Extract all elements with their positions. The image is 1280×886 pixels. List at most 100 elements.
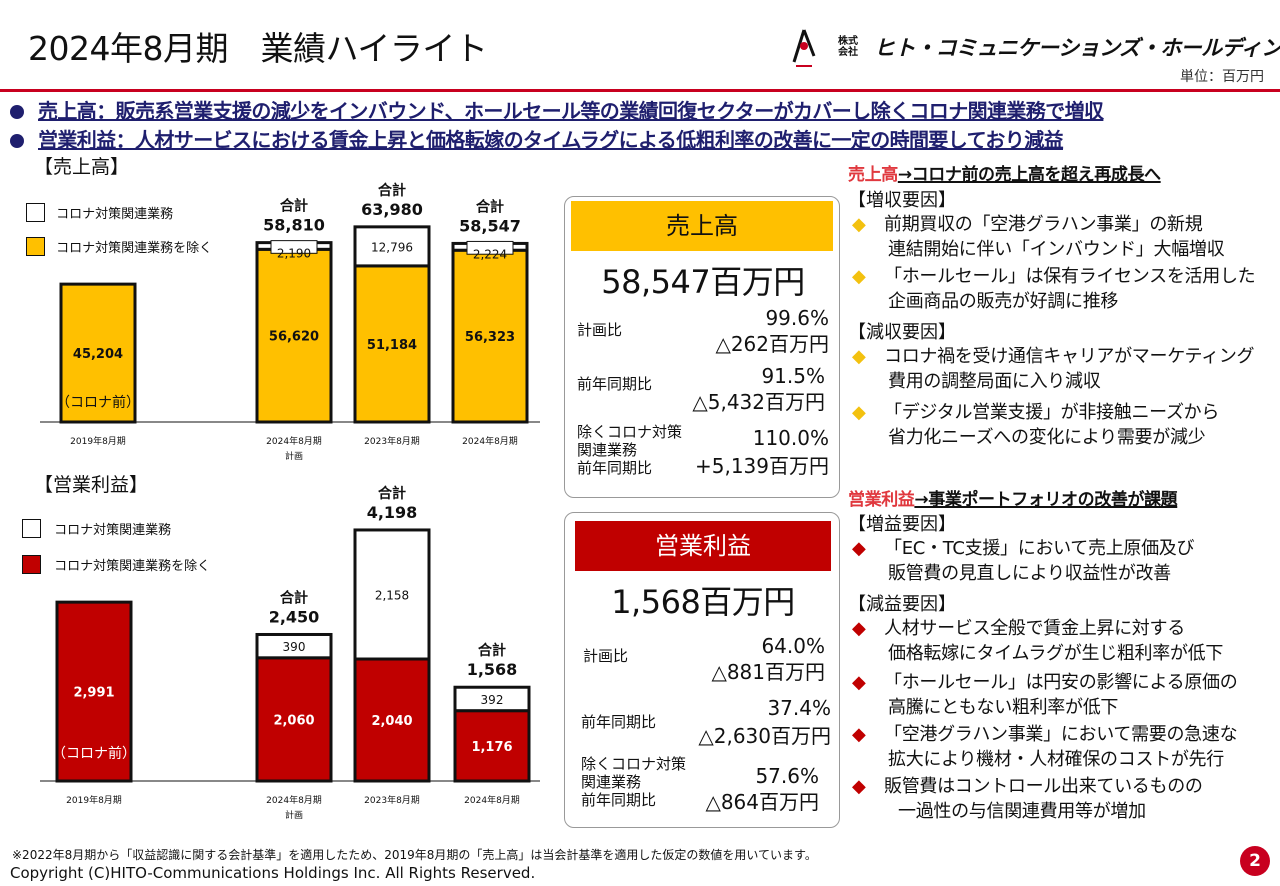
profit-row-pct: 64.0% <box>761 634 825 658</box>
diamond-icon: ◆ <box>852 776 866 797</box>
list-item: ◆ 「デジタル営業支援」が非接触ニーズから 省力化ニーズへの変化により需要が減少 <box>852 402 1220 448</box>
profit-card-title: 営業利益 <box>575 521 831 571</box>
summary-bullet-sales: 売上高：販売系営業支援の減少をインバウンド、ホールセール等の業績回復セクターがカ… <box>10 95 1104 124</box>
sales-card: 売上高 58,547百万円 計画比 99.6% △262百万円 前年同期比 91… <box>564 196 840 498</box>
list-item: ◆ 「空港グラハン事業」において需要の急速な 拡大により機材・人材確保のコストが先… <box>852 724 1238 770</box>
company-logo: 株式会社 ヒト・コミュニケーションズ・ホールディングス <box>782 26 1280 70</box>
diamond-icon: ◆ <box>852 618 866 639</box>
diamond-icon: ◆ <box>852 214 866 235</box>
x-tick-label: 2024年8月期 <box>266 794 322 806</box>
profit-increase-label: 【増益要因】 <box>848 514 956 535</box>
total-label: 合計 <box>280 589 308 606</box>
hito-logo-icon <box>792 29 816 67</box>
sales-row-label: 除くコロナ対策 関連業務 前年同期比 <box>577 423 683 477</box>
bar-covid <box>255 632 333 660</box>
profit-card-amount: 1,568百万円 <box>611 583 795 621</box>
bar-ex-covid <box>353 657 431 783</box>
bar-ex-covid <box>451 248 529 424</box>
legend-swatch <box>26 203 45 222</box>
x-tick-label: 2023年8月期 <box>364 435 420 447</box>
sales-row-diff: △262百万円 <box>715 332 829 356</box>
profit-row-pct: 37.4% <box>767 696 831 720</box>
bar-value-label: 2,060 <box>273 713 314 728</box>
bar-covid <box>353 225 431 268</box>
diamond-icon: ◆ <box>852 538 866 559</box>
bar-covid-label-box <box>466 240 514 255</box>
diamond-icon: ◆ <box>852 724 866 745</box>
profit-factors-heading: 営業利益→事業ポートフォリオの改善が課題 <box>848 490 1178 510</box>
bar-value-label: 2,991 <box>73 686 114 701</box>
bar-value-label: 2,040 <box>371 714 412 729</box>
profit-row-diff: △864百万円 <box>705 790 819 814</box>
sales-factors-heading: 売上高→コロナ前の売上高を超え再成長へ <box>848 165 1161 185</box>
diamond-icon: ◆ <box>852 266 866 287</box>
footnote: ※2022年8月期から「収益認識に関する会計基準」を適用したため、2019年8月… <box>12 848 817 862</box>
bar-ex-covid <box>353 264 431 424</box>
x-tick-sublabel: 計画 <box>285 809 303 821</box>
bar-covid <box>453 685 531 713</box>
page-title: 2024年8月期 業績ハイライト <box>28 29 488 68</box>
unit-label: 単位：百万円 <box>1180 69 1264 85</box>
bar-value-label: 1,176 <box>471 740 512 755</box>
bar-covid-label: 390 <box>283 640 306 654</box>
sales-legend-covid: コロナ対策関連業務 <box>26 203 173 226</box>
profit-bar-chart: 2,9912019年8月期2,060390合計2,4502024年8月期計画2,… <box>40 485 540 821</box>
profit-card: 営業利益 1,568百万円 計画比 64.0% △881百万円 前年同期比 37… <box>564 512 840 828</box>
total-value: 58,810 <box>263 216 325 235</box>
header-divider <box>0 89 1280 92</box>
bar-covid-label: 2,224 <box>473 247 507 261</box>
x-tick-label: 2019年8月期 <box>70 435 126 447</box>
bar-value-label: 56,620 <box>269 330 319 345</box>
bar-ex-covid <box>55 600 133 783</box>
list-item: ◆ 「ホールセール」は円安の影響による原価の 高騰にともない粗利率が低下 <box>852 672 1238 718</box>
sales-legend-ex-covid: コロナ対策関連業務を除く <box>26 237 212 260</box>
bar-ex-covid <box>59 282 137 424</box>
bar-covid <box>353 528 431 661</box>
legend-swatch <box>26 237 45 256</box>
total-value: 63,980 <box>361 200 423 219</box>
x-tick-label: 2024年8月期 <box>464 794 520 806</box>
bar-covid-label: 392 <box>481 693 504 707</box>
summary-bullet-profit: 営業利益：人材サービスにおける賃金上昇と価格転嫁のタイムラグによる低粗利率の改善… <box>10 124 1064 153</box>
bullet-dot-icon <box>10 134 24 148</box>
pre-covid-annotation: （コロナ前） <box>56 394 140 411</box>
list-item: ◆ 販管費はコントロール出来ているものの 一過性の与信関連費用等が増加 <box>852 776 1203 822</box>
total-value: 4,198 <box>367 503 418 522</box>
total-value: 2,450 <box>269 607 320 626</box>
profit-row-label: 前年同期比 <box>581 713 657 731</box>
profit-row-label: 除くコロナ対策 関連業務 前年同期比 <box>581 755 687 809</box>
sales-increase-label: 【増収要因】 <box>848 190 956 211</box>
x-tick-label: 2023年8月期 <box>364 794 420 806</box>
profit-legend-ex-covid: コロナ対策関連業務を除く <box>22 555 210 578</box>
sales-decrease-label: 【減収要因】 <box>848 322 956 343</box>
total-label: 合計 <box>378 182 406 199</box>
pre-covid-annotation: （コロナ前） <box>52 745 136 762</box>
company-prefix: 株式会社 <box>838 36 858 58</box>
bar-covid-label: 2,158 <box>375 588 409 602</box>
sales-row-pct: 110.0% <box>752 426 829 450</box>
bar-value-label: 45,204 <box>73 347 123 362</box>
sales-row-diff: +5,139百万円 <box>694 454 829 478</box>
list-item: ◆ 「EC・TC支援」において売上原価及び 販管費の見直しにより収益性が改善 <box>852 538 1195 584</box>
sales-section-label: 【売上高】 <box>34 156 130 178</box>
x-tick-sublabel: 計画 <box>285 450 303 462</box>
profit-row-diff: △881百万円 <box>711 660 825 684</box>
profit-section-label: 【営業利益】 <box>34 474 149 496</box>
sales-row-label: 前年同期比 <box>577 375 653 393</box>
bar-value-label: 51,184 <box>367 338 417 353</box>
list-item: ◆ 「ホールセール」は保有ライセンスを活用した 企画商品の販売が好調に推移 <box>852 266 1256 312</box>
legend-swatch <box>22 555 41 574</box>
sales-bar-chart: 45,2042019年8月期56,6202,190合計58,8102024年8月… <box>40 182 540 462</box>
list-item: ◆ 前期買収の「空港グラハン事業」の新規 連結開始に伴い「インバウンド」大幅増収 <box>852 214 1225 260</box>
sales-card-title: 売上高 <box>571 201 833 251</box>
diamond-icon: ◆ <box>852 672 866 693</box>
total-label: 合計 <box>378 485 406 502</box>
sales-row-pct: 99.6% <box>765 306 829 330</box>
sales-row-pct: 91.5% <box>761 364 825 388</box>
sales-row-diff: △5,432百万円 <box>692 390 825 414</box>
total-label: 合計 <box>280 198 308 215</box>
bar-ex-covid <box>453 709 531 783</box>
diamond-icon: ◆ <box>852 402 866 423</box>
profit-decrease-label: 【減益要因】 <box>848 594 956 615</box>
sales-card-amount: 58,547百万円 <box>601 263 805 301</box>
